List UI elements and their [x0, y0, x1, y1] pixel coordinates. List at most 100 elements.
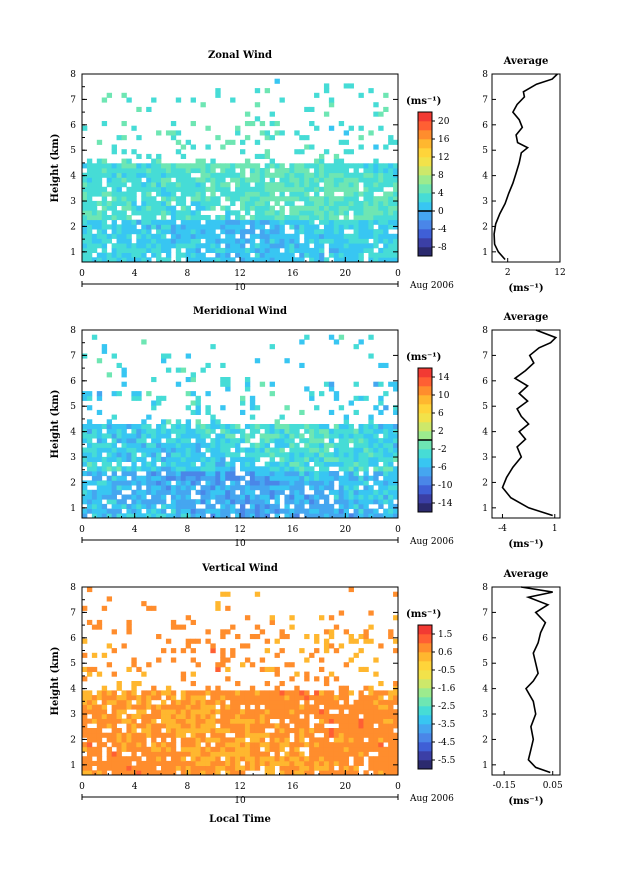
- heatmap-cell: [314, 480, 320, 486]
- heatmap-cell: [116, 452, 122, 458]
- heatmap-cell: [353, 428, 359, 434]
- heatmap-cell: [314, 746, 320, 752]
- heatmap-cell: [180, 191, 187, 197]
- heatmap-cell: [185, 638, 192, 644]
- heatmap-cell: [383, 732, 389, 738]
- y-tick-label: 8: [70, 583, 76, 593]
- heatmap-cell: [180, 168, 187, 174]
- heatmap-cell: [240, 695, 246, 701]
- heatmap-cell: [294, 243, 300, 249]
- heatmap-cell: [195, 428, 201, 434]
- heatmap-cell: [175, 728, 182, 734]
- heatmap-cell: [106, 699, 113, 705]
- heatmap-cell: [289, 182, 295, 188]
- heatmap-cell: [249, 224, 256, 230]
- heatmap-cell: [126, 760, 132, 766]
- heatmap-cell: [383, 442, 389, 448]
- heatmap-cell: [284, 713, 290, 719]
- heatmap-cell: [165, 182, 172, 188]
- heatmap-cell: [284, 770, 290, 776]
- heatmap-cell: [141, 196, 147, 202]
- heatmap-cell: [338, 610, 345, 616]
- heatmap-cell: [358, 125, 364, 131]
- heatmap-cell: [185, 508, 192, 514]
- heatmap-cell: [259, 489, 266, 495]
- heatmap-cell: [136, 713, 142, 719]
- heatmap-cell: [314, 215, 320, 221]
- heatmap-cell: [373, 480, 379, 486]
- heatmap-cell: [373, 690, 379, 696]
- heatmap-cell: [146, 751, 152, 757]
- heatmap-cell: [319, 200, 325, 206]
- heatmap-cell: [131, 770, 137, 776]
- heatmap-cell: [101, 652, 108, 658]
- heatmap-cell: [319, 172, 325, 178]
- heatmap-cell: [225, 760, 231, 766]
- heatmap-cell: [333, 751, 340, 757]
- heatmap-cell: [363, 718, 369, 724]
- heatmap-cell: [82, 447, 88, 453]
- heatmap-cell: [249, 456, 256, 462]
- heatmap-cell: [170, 760, 177, 766]
- heatmap-cell: [378, 424, 384, 430]
- heatmap-cell: [190, 433, 196, 439]
- heatmap-cell: [210, 494, 216, 500]
- heatmap-cell: [358, 243, 364, 249]
- heatmap-cell: [200, 196, 206, 202]
- heatmap-cell: [151, 742, 157, 748]
- heatmap-cell: [230, 728, 236, 734]
- heatmap-cell: [393, 186, 399, 192]
- heatmap-cell: [249, 466, 256, 472]
- heatmap-cell: [284, 233, 290, 239]
- heatmap-cell: [195, 699, 201, 705]
- heatmap-cell: [294, 168, 300, 174]
- heatmap-cell: [116, 718, 122, 724]
- heatmap-cell: [175, 765, 182, 771]
- heatmap-cell: [205, 765, 211, 771]
- heatmap-cell: [328, 229, 335, 235]
- heatmap-cell: [101, 765, 108, 771]
- heatmap-cell: [200, 205, 206, 211]
- heatmap-cell: [121, 746, 127, 752]
- heatmap-cell: [264, 219, 271, 225]
- heatmap-cell: [368, 765, 374, 771]
- heatmap-cell: [156, 442, 162, 448]
- heatmap-cell: [175, 760, 182, 766]
- heatmap-cell: [116, 252, 122, 258]
- heatmap-cell: [180, 713, 187, 719]
- heatmap-cell: [215, 252, 221, 258]
- heatmap-cell: [111, 247, 117, 253]
- heatmap-cell: [205, 471, 211, 477]
- heatmap-cell: [299, 489, 305, 495]
- average-y-tick-label: 4: [482, 685, 488, 695]
- heatmap-cell: [146, 153, 152, 159]
- heatmap-cell: [294, 475, 300, 481]
- heatmap-cell: [136, 746, 142, 752]
- heatmap-cell: [116, 503, 122, 509]
- heatmap-cell: [121, 442, 127, 448]
- heatmap-cell: [161, 737, 167, 743]
- heatmap-cell: [328, 461, 335, 467]
- heatmap-cell: [205, 690, 211, 696]
- heatmap-cell: [230, 238, 236, 244]
- heatmap-cell: [156, 499, 162, 505]
- heatmap-cell: [185, 182, 192, 188]
- heatmap-cell: [91, 424, 98, 430]
- heatmap-cell: [220, 718, 226, 724]
- heatmap-cell: [175, 247, 182, 253]
- heatmap-cell: [338, 172, 345, 178]
- heatmap-cell: [86, 172, 93, 178]
- heatmap-cell: [323, 732, 330, 738]
- heatmap-cell: [136, 177, 142, 183]
- heatmap-cell: [205, 229, 211, 235]
- heatmap-cell: [215, 92, 221, 98]
- heatmap-cell: [180, 424, 187, 430]
- heatmap-cell: [205, 238, 211, 244]
- heatmap-cell: [190, 177, 196, 183]
- heatmap-cell: [309, 760, 315, 766]
- heatmap-cell: [314, 210, 320, 216]
- heatmap-cell: [96, 695, 103, 701]
- y-tick-label: 3: [70, 710, 76, 720]
- heatmap-cell: [373, 433, 379, 439]
- heatmap-cell: [343, 438, 350, 444]
